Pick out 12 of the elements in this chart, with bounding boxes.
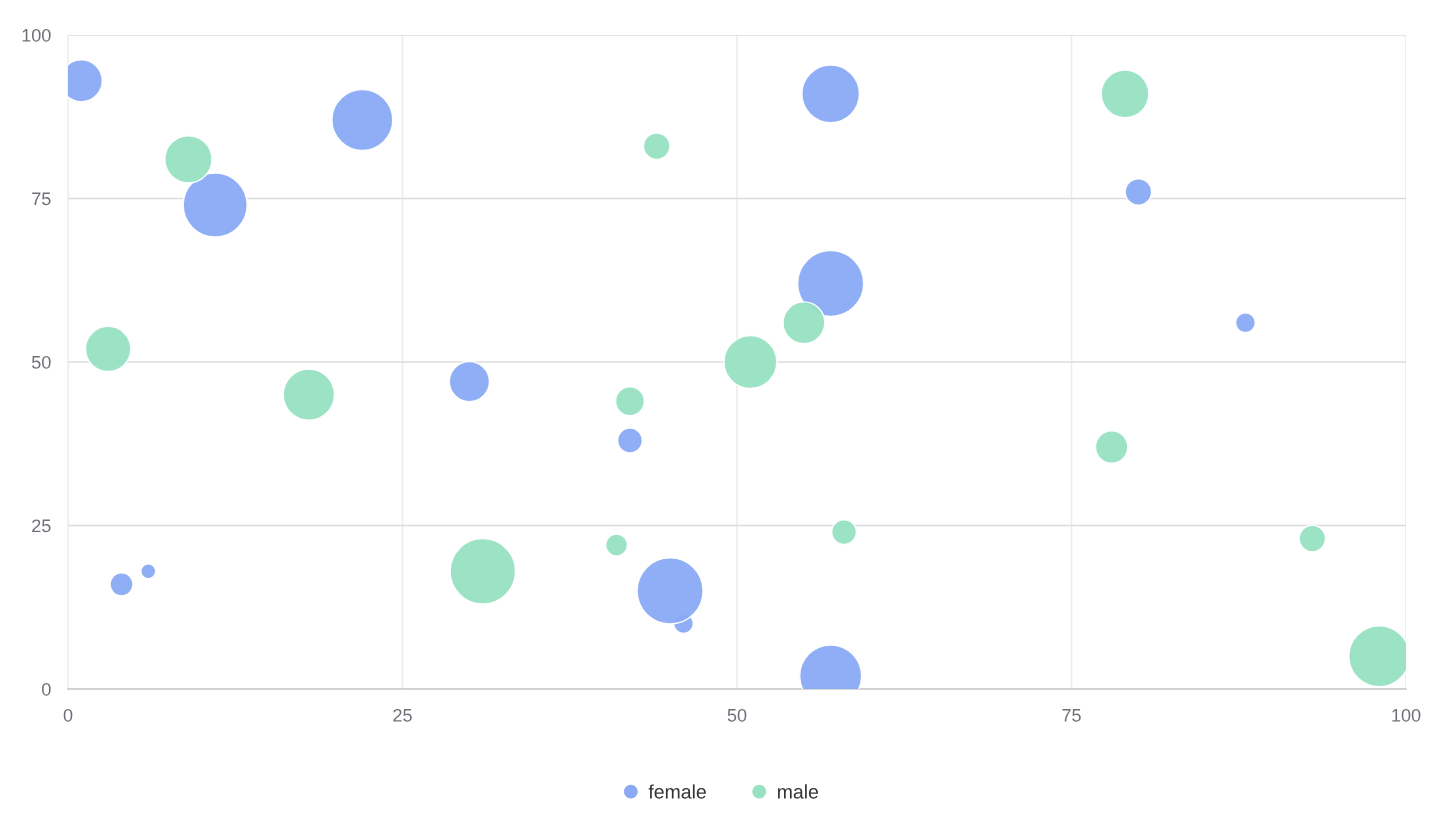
legend-label: male bbox=[778, 784, 818, 799]
y-tick-label: 75 bbox=[32, 192, 51, 206]
x-tick-label: 50 bbox=[727, 708, 747, 722]
x-tick-label: 100 bbox=[1392, 708, 1421, 722]
y-tick-label: 50 bbox=[31, 355, 51, 369]
x-tick-label: 25 bbox=[393, 708, 412, 722]
y-tick-label: 100 bbox=[22, 28, 51, 42]
y-tick-label: 0 bbox=[42, 682, 51, 696]
legend-label: female bbox=[648, 784, 706, 799]
x-tick-label: 0 bbox=[63, 708, 73, 722]
x-tick-label: 75 bbox=[1062, 709, 1081, 722]
y-tick-label: 25 bbox=[32, 519, 51, 533]
